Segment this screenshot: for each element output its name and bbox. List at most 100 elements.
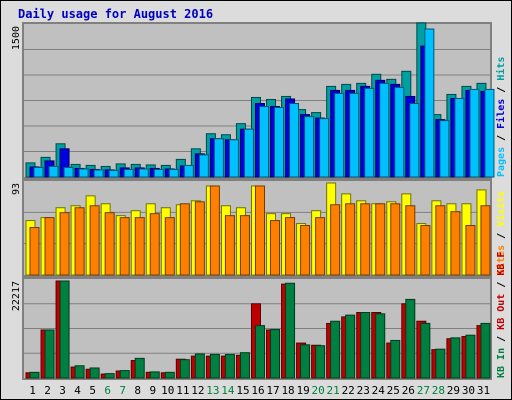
panels-layer: 1500 Pages / Files / Hits 93 Sites / Visits… <box>11 22 507 380</box>
bar-sites-day-8 <box>134 217 145 276</box>
legend-separator: / <box>496 81 507 99</box>
x-tick-label-day-4: 4 <box>74 384 81 397</box>
legend-separator: / <box>496 330 507 348</box>
bar-pages-day-11 <box>183 164 194 178</box>
bar-sites-day-9 <box>149 213 160 276</box>
bar-sites-day-16 <box>254 185 265 276</box>
bar-pages-day-23 <box>364 87 375 178</box>
bar-kb_in-day-30 <box>465 334 476 379</box>
legend-item-visits: Visits <box>495 191 507 227</box>
bar-pages-day-4 <box>78 168 89 178</box>
x-tick-label-day-16: 16 <box>251 384 264 397</box>
x-tick-label-day-13: 13 <box>206 384 219 397</box>
bar-sites-day-21 <box>330 204 341 276</box>
bar-pages-day-8 <box>138 168 149 178</box>
bar-sites-day-15 <box>239 215 250 276</box>
y-max-label: 1500 <box>11 26 22 50</box>
bar-pages-day-30 <box>469 88 480 178</box>
x-tick-label-day-24: 24 <box>372 384 386 397</box>
bar-kb_in-day-23 <box>360 312 371 379</box>
bar-pages-day-2 <box>48 165 59 178</box>
bar-kb_in-day-29 <box>450 337 461 379</box>
bar-pages-day-31 <box>484 88 495 178</box>
x-tick-label-day-3: 3 <box>59 384 66 397</box>
bar-sites-day-28 <box>435 205 446 276</box>
bar-pages-day-9 <box>153 168 164 178</box>
bar-pages-day-14 <box>228 139 239 178</box>
bar-sites-day-19 <box>300 225 311 276</box>
panel-bottom: 22217 KB In / KB Out / KB F <box>11 252 507 380</box>
bar-sites-day-26 <box>405 205 416 276</box>
bar-sites-day-17 <box>270 220 281 276</box>
x-tick-label-day-7: 7 <box>119 384 126 397</box>
bar-sites-day-23 <box>360 203 371 276</box>
bar-pages-day-27 <box>424 28 435 178</box>
bar-sites-day-25 <box>390 203 401 276</box>
x-tick-label-day-12: 12 <box>191 384 204 397</box>
bar-kb_in-day-9 <box>149 371 160 379</box>
bar-sites-day-10 <box>164 217 175 276</box>
bar-pages-day-19 <box>304 116 315 178</box>
bar-kb_in-day-26 <box>405 298 416 379</box>
legend-separator: / <box>496 227 507 245</box>
x-tick-label-day-27: 27 <box>417 384 430 397</box>
x-tick-label-day-1: 1 <box>29 384 36 397</box>
bar-kb_in-day-14 <box>224 353 235 379</box>
bar-pages-day-29 <box>454 97 465 178</box>
bar-kb_in-day-11 <box>179 359 190 379</box>
bar-kb_in-day-12 <box>194 353 205 379</box>
x-tick-label-day-8: 8 <box>134 384 141 397</box>
legend-separator: / <box>496 276 507 294</box>
x-tick-label-day-11: 11 <box>176 384 189 397</box>
legend-middle: Sites / Visits <box>495 191 507 275</box>
x-tick-label-day-14: 14 <box>221 384 235 397</box>
bar-pages-day-24 <box>379 82 390 178</box>
bar-kb_in-day-18 <box>285 282 296 379</box>
legend-item-files: Files <box>495 99 507 129</box>
x-axis-labels: 1 2 3 4 5 6 7 8 9 10 11 12 13 14 15 16 17 18 19 20 21 22 23 24 2… <box>29 384 490 397</box>
y-max-label: 93 <box>11 183 22 195</box>
x-tick-label-day-10: 10 <box>161 384 174 397</box>
bar-pages-day-25 <box>394 86 405 178</box>
bar-kb_in-day-16 <box>254 325 265 379</box>
bar-sites-day-7 <box>119 217 130 276</box>
bar-kb_in-day-25 <box>390 339 401 379</box>
bar-kb_in-day-15 <box>239 352 250 379</box>
bar-pages-day-7 <box>123 168 134 178</box>
bar-kb_in-day-6 <box>104 373 115 379</box>
bar-sites-day-24 <box>375 203 386 276</box>
x-tick-label-day-19: 19 <box>296 384 309 397</box>
panel-middle: 93 Sites / Visits <box>11 179 507 277</box>
x-tick-label-day-21: 21 <box>327 384 340 397</box>
legend-top: Pages / Files / Hits <box>495 57 507 177</box>
bar-pages-day-1 <box>33 166 44 178</box>
bar-sites-day-5 <box>89 205 100 276</box>
bar-pages-day-17 <box>274 107 285 178</box>
bar-kb_in-day-10 <box>164 371 175 379</box>
x-tick-label-day-31: 31 <box>477 384 490 397</box>
legend-item-pages: Pages <box>496 147 507 177</box>
bar-pages-day-15 <box>243 128 254 178</box>
bar-sites-day-1 <box>29 227 40 276</box>
bar-pages-day-10 <box>168 168 179 178</box>
x-tick-label-day-9: 9 <box>149 384 156 397</box>
chart-title: Daily usage for August 2016 <box>18 7 213 21</box>
legend-separator: / <box>496 129 507 147</box>
bar-pages-day-18 <box>289 103 300 178</box>
bar-kb_in-day-20 <box>315 345 326 379</box>
x-tick-label-day-23: 23 <box>357 384 370 397</box>
bar-kb_in-day-21 <box>330 320 341 379</box>
bar-sites-day-30 <box>465 225 476 276</box>
x-tick-label-day-5: 5 <box>89 384 96 397</box>
bar-kb_in-day-1 <box>29 371 40 379</box>
bar-sites-day-22 <box>345 203 356 276</box>
x-tick-label-day-25: 25 <box>387 384 400 397</box>
x-tick-label-day-29: 29 <box>447 384 460 397</box>
bar-sites-day-14 <box>224 215 235 276</box>
bar-sites-day-6 <box>104 212 115 276</box>
bar-pages-day-20 <box>319 118 330 178</box>
x-tick-label-day-26: 26 <box>402 384 415 397</box>
bar-pages-day-6 <box>108 169 119 178</box>
bar-sites-day-18 <box>285 217 296 276</box>
bar-kb_in-day-19 <box>300 344 311 379</box>
